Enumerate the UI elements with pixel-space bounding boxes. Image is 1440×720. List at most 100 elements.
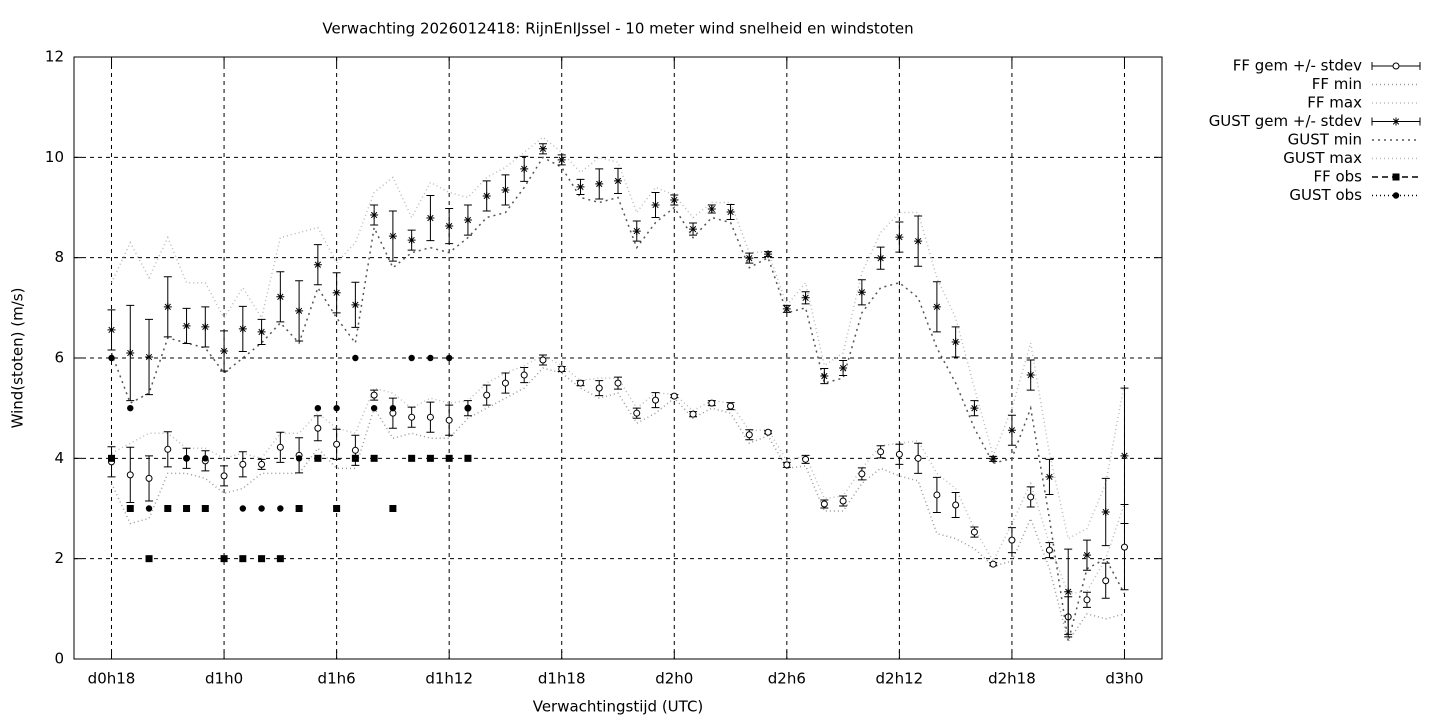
point xyxy=(1026,371,1035,380)
point xyxy=(801,293,810,302)
point xyxy=(745,254,754,263)
point xyxy=(295,455,303,462)
point xyxy=(989,454,998,463)
y-tick-label: 12 xyxy=(45,48,64,66)
point xyxy=(333,505,341,512)
point xyxy=(239,460,247,468)
point xyxy=(463,216,472,225)
point xyxy=(333,440,341,448)
legend-label: FF min xyxy=(1312,75,1362,93)
point xyxy=(370,404,378,412)
point xyxy=(351,300,360,309)
point xyxy=(107,325,116,334)
point xyxy=(426,413,434,421)
point xyxy=(839,497,847,505)
legend-label: GUST obs xyxy=(1289,186,1362,204)
point xyxy=(970,528,978,536)
point xyxy=(426,214,435,223)
point xyxy=(632,227,641,236)
point xyxy=(707,205,716,214)
point xyxy=(407,236,416,245)
point xyxy=(202,455,209,462)
point xyxy=(1083,596,1091,604)
point xyxy=(258,555,266,563)
point xyxy=(408,454,416,462)
point xyxy=(239,555,247,563)
point xyxy=(145,505,153,512)
point xyxy=(914,237,923,246)
point xyxy=(558,365,566,373)
point xyxy=(276,292,285,301)
point xyxy=(220,555,228,563)
point xyxy=(163,302,172,311)
point xyxy=(145,474,153,482)
point xyxy=(370,391,378,399)
point xyxy=(408,354,415,362)
legend-label: GUST max xyxy=(1283,149,1362,167)
x-tick-label: d0h18 xyxy=(88,670,136,688)
point xyxy=(126,348,135,357)
x-tick-label: d2h6 xyxy=(768,670,806,688)
point xyxy=(182,321,191,330)
point xyxy=(483,391,491,399)
legend-marker xyxy=(1392,173,1400,181)
point xyxy=(333,404,340,412)
point xyxy=(764,250,773,259)
point xyxy=(914,454,922,462)
point xyxy=(126,505,134,512)
point xyxy=(595,384,603,392)
point xyxy=(370,211,379,220)
point xyxy=(970,404,979,413)
x-axis-label: Verwachtingstijd (UTC) xyxy=(533,698,704,716)
point xyxy=(1064,587,1073,596)
point xyxy=(1027,493,1035,501)
point xyxy=(145,555,153,563)
y-tick-label: 6 xyxy=(54,349,64,367)
x-tick-label: d1h18 xyxy=(538,670,586,688)
point xyxy=(1045,472,1054,481)
legend-label: GUST min xyxy=(1288,131,1362,149)
point xyxy=(427,354,434,362)
point xyxy=(633,409,641,417)
point xyxy=(557,155,566,164)
point xyxy=(932,302,941,311)
point xyxy=(445,454,453,462)
point xyxy=(351,454,359,462)
point xyxy=(389,404,397,412)
y-tick-label: 0 xyxy=(54,650,64,668)
point xyxy=(951,337,960,346)
point xyxy=(445,354,453,362)
point xyxy=(445,222,454,231)
point xyxy=(314,454,322,462)
legend-marker xyxy=(1392,62,1400,70)
point xyxy=(408,413,416,421)
point xyxy=(652,396,660,404)
point xyxy=(388,232,397,241)
point xyxy=(857,288,866,297)
point xyxy=(989,560,997,568)
point xyxy=(370,454,378,462)
point xyxy=(745,431,753,439)
point xyxy=(1101,508,1110,517)
point xyxy=(576,182,585,191)
point xyxy=(933,491,941,499)
point xyxy=(1008,536,1016,544)
point xyxy=(276,443,284,451)
point xyxy=(1120,451,1129,460)
point xyxy=(595,179,604,188)
point xyxy=(482,191,491,200)
point xyxy=(201,505,209,512)
y-tick-label: 2 xyxy=(54,549,64,567)
point xyxy=(727,402,735,410)
point xyxy=(389,505,397,512)
point xyxy=(1045,546,1053,554)
point xyxy=(145,352,154,361)
y-tick-label: 8 xyxy=(54,248,64,266)
chart-title: Verwachting 2026012418: RijnEnIJssel - 1… xyxy=(322,20,913,38)
point xyxy=(895,450,903,458)
point xyxy=(313,260,322,269)
point xyxy=(539,356,547,364)
point xyxy=(464,404,472,412)
point xyxy=(1102,577,1110,585)
